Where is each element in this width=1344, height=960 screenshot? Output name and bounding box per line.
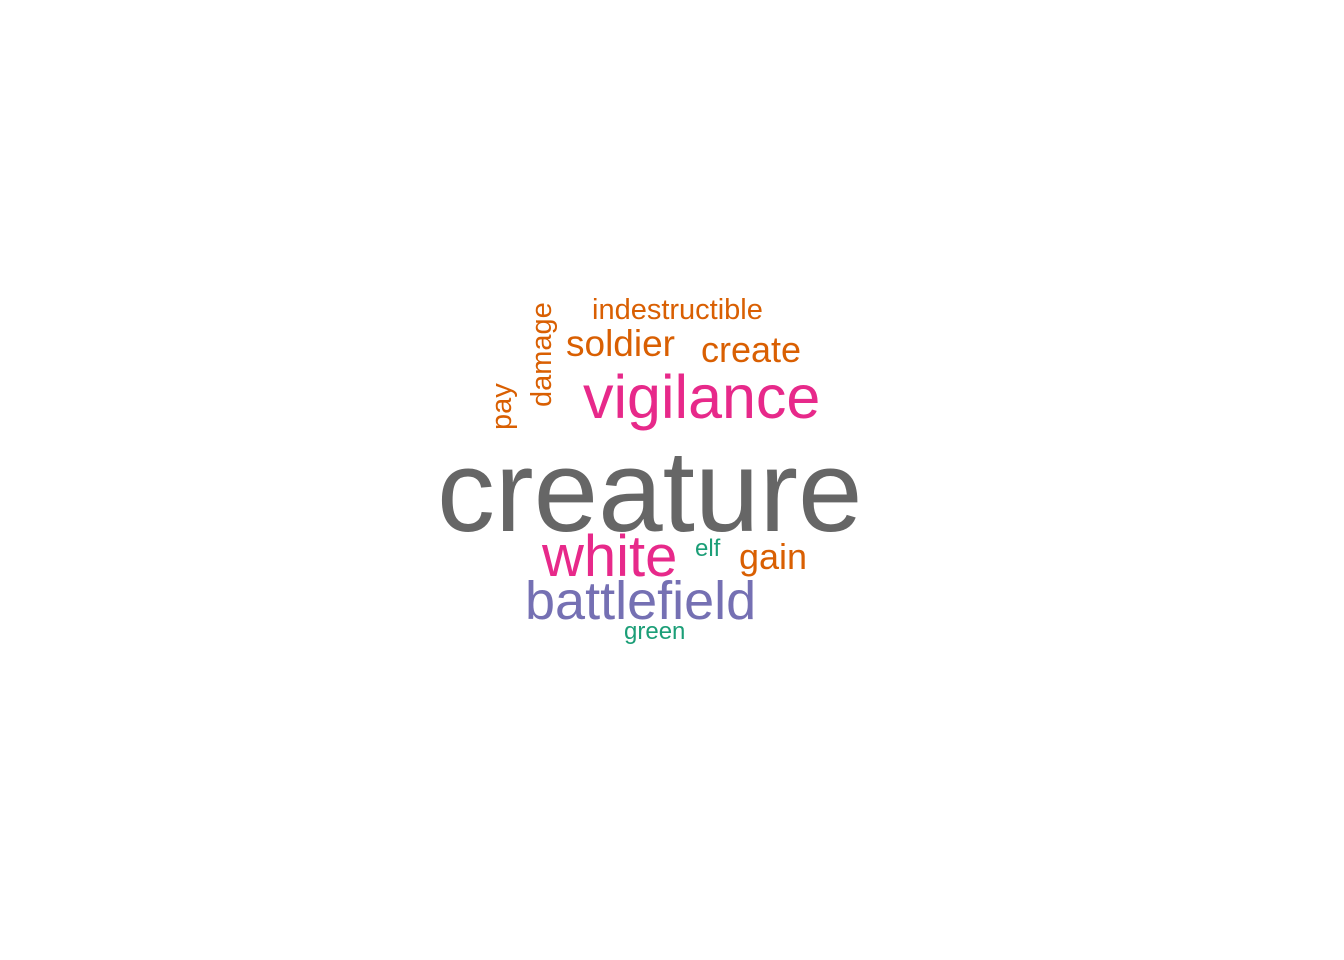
- word-creature: creature: [437, 426, 863, 556]
- word-vigilance: vigilance: [583, 363, 821, 431]
- word-green: green: [624, 618, 686, 645]
- word-soldier: soldier: [566, 323, 675, 364]
- word-indestructible: indestructible: [592, 294, 763, 326]
- word-create: create: [701, 329, 802, 370]
- word-elf: elf: [695, 535, 721, 562]
- word-damage: damage: [526, 302, 558, 407]
- word-gain: gain: [739, 536, 808, 577]
- word-white: white: [542, 524, 678, 589]
- word-battlefield: battlefield: [525, 571, 757, 631]
- word-pay: pay: [486, 383, 518, 430]
